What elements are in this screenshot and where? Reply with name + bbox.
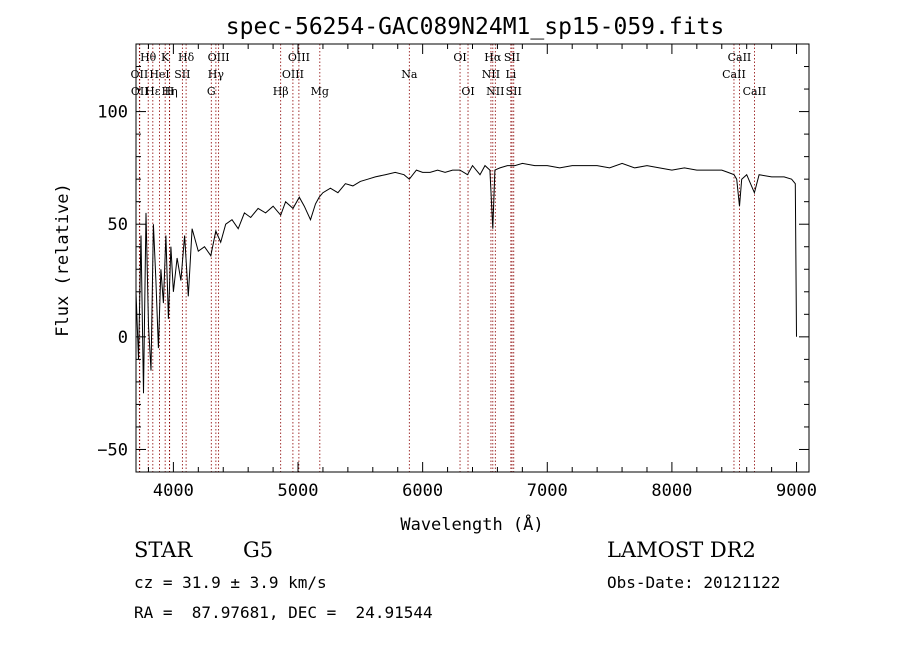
line-label: Hβ	[273, 85, 289, 98]
line-label: CaII	[722, 68, 746, 81]
plot-frame	[135, 43, 810, 473]
line-label: CaII	[743, 85, 767, 98]
line-label: SII	[504, 51, 520, 64]
line-label: Na	[401, 68, 418, 81]
line-label: SII	[506, 85, 522, 98]
x-axis-ticks: 4000 5000 6000 7000 8000 9000	[147, 44, 817, 501]
y-tick-label: −50	[97, 440, 128, 460]
line-label: Hγ	[208, 68, 225, 81]
line-label: SII	[174, 68, 190, 81]
line-label: OI	[461, 85, 474, 98]
line-label: OII	[131, 68, 149, 81]
line-label: Hα	[484, 51, 502, 64]
object-class: STAR	[134, 538, 193, 562]
redshift-value: cz = 31.9 ± 3.9 km/s	[134, 573, 327, 592]
line-label: Hη	[162, 85, 178, 98]
x-axis-label: Wavelength (Å)	[400, 513, 543, 535]
object-subclass: G5	[243, 538, 274, 562]
line-label: Hδ	[178, 51, 195, 64]
x-tick-label: 8000	[651, 481, 692, 501]
x-tick-label: 7000	[527, 481, 568, 501]
line-label: OIII	[282, 68, 304, 81]
chart-title: spec-56254-GAC089N24M1_sp15-059.fits	[226, 14, 725, 40]
line-label: HeI	[149, 68, 169, 81]
line-label: OII	[131, 85, 149, 98]
line-label: G	[207, 85, 216, 98]
line-label: OIII	[208, 51, 230, 64]
x-tick-label: 9000	[776, 481, 817, 501]
survey-name: LAMOST DR2	[607, 538, 756, 562]
observation-date: Obs-Date: 20121122	[607, 573, 781, 592]
line-label: OI	[453, 51, 466, 64]
line-label: OIII	[288, 51, 310, 64]
emission-line-markers	[138, 44, 755, 472]
y-tick-label: 50	[108, 215, 128, 235]
line-label: NII	[486, 85, 504, 98]
spectrum-line	[135, 162, 797, 394]
line-label: H	[165, 85, 175, 98]
y-tick-label: 100	[97, 103, 128, 123]
line-label: Hθ	[140, 51, 157, 64]
line-label: CaII	[728, 51, 752, 64]
line-label: Mg	[311, 85, 329, 98]
y-axis-ticks: −50 0 50 100	[97, 66, 809, 460]
y-tick-label: 0	[118, 328, 128, 348]
coordinates: RA = 87.97681, DEC = 24.91544	[134, 603, 433, 622]
line-label: Hε	[145, 85, 161, 98]
x-tick-label: 4000	[153, 481, 194, 501]
y-axis-label: Flux (relative)	[53, 183, 73, 337]
line-label: NII	[482, 68, 500, 81]
line-label: Li	[505, 68, 516, 81]
x-tick-label: 6000	[402, 481, 443, 501]
line-label: K	[161, 51, 170, 64]
x-tick-label: 5000	[278, 481, 319, 501]
